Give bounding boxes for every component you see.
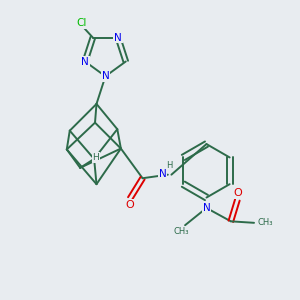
Text: N: N — [159, 169, 166, 179]
Text: Cl: Cl — [76, 18, 87, 28]
Text: H: H — [166, 161, 172, 170]
Text: O: O — [125, 200, 134, 210]
Text: N: N — [202, 203, 210, 213]
Text: N: N — [114, 33, 122, 43]
Text: N: N — [101, 71, 109, 81]
Text: H: H — [92, 153, 99, 162]
Text: CH₃: CH₃ — [258, 218, 273, 227]
Text: O: O — [234, 188, 242, 198]
Text: N: N — [81, 56, 89, 67]
Text: CH₃: CH₃ — [174, 227, 189, 236]
